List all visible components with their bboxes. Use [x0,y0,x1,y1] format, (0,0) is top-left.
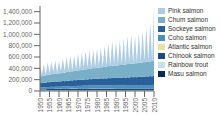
svg-text:1980: 1980 [94,98,101,113]
svg-text:1990: 1990 [113,98,120,113]
svg-text:1965: 1965 [65,98,72,113]
svg-text:1955: 1955 [46,98,53,113]
html-text:Masu salmon: Masu salmon [168,70,207,77]
svg-text:1,000,000: 1,000,000 [8,31,32,38]
svg-text:2010: 2010 [151,98,158,113]
svg-text:600,000: 600,000 [9,53,33,60]
html-text:Sockeye salmon: Sockeye salmon [168,25,216,32]
html-text:Coho salmon: Coho salmon [168,34,207,41]
svg-text:1985: 1985 [103,98,110,113]
svg-text:800,000: 800,000 [9,42,33,49]
html-text:Chinook salmon: Chinook salmon [168,52,215,59]
svg-text:1970: 1970 [75,98,82,113]
html-text:Chum salmon: Chum salmon [168,16,209,23]
svg-text:2005: 2005 [141,98,148,113]
svg-text:1,400,000: 1,400,000 [8,8,32,15]
svg-text:400,000: 400,000 [9,65,33,72]
svg-text:1,200,000: 1,200,000 [8,19,32,26]
svg-text:1960: 1960 [56,98,63,113]
svg-text:1975: 1975 [84,98,91,113]
html-text:Rainbow trout: Rainbow trout [168,61,209,68]
svg-text:1995: 1995 [122,98,129,113]
svg-text:2000: 2000 [132,98,139,113]
html-text:Atlantic salmon: Atlantic salmon [168,43,213,50]
svg-text:200,000: 200,000 [9,76,33,83]
html-text:Pink salmon: Pink salmon [168,7,204,14]
svg-text:1950: 1950 [37,98,44,113]
svg-text:0: 0 [28,87,32,94]
